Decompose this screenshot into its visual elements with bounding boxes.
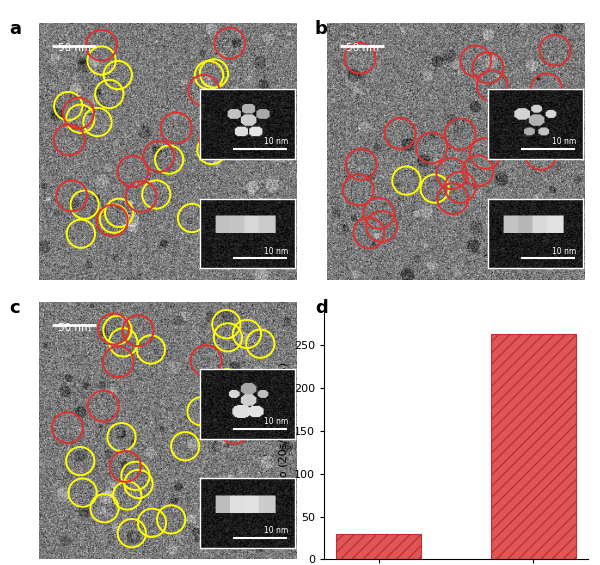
Text: d: d xyxy=(315,299,328,318)
Bar xyxy=(336,533,421,559)
Text: 10 nm: 10 nm xyxy=(264,417,288,426)
Text: 10 nm: 10 nm xyxy=(264,137,288,146)
Y-axis label: Ratio (20s/Ribosome, %): Ratio (20s/Ribosome, %) xyxy=(278,362,288,499)
Text: 10 nm: 10 nm xyxy=(264,246,288,255)
Text: 10 nm: 10 nm xyxy=(552,137,576,146)
Text: b: b xyxy=(315,20,328,38)
Text: 10 nm: 10 nm xyxy=(264,526,288,535)
Text: a: a xyxy=(9,20,21,38)
Text: 50 nm: 50 nm xyxy=(58,44,91,54)
Text: 10 nm: 10 nm xyxy=(552,246,576,255)
Text: c: c xyxy=(9,299,20,318)
Text: 50 nm: 50 nm xyxy=(58,323,91,333)
Text: 50 nm: 50 nm xyxy=(346,44,379,54)
Bar xyxy=(491,334,576,559)
